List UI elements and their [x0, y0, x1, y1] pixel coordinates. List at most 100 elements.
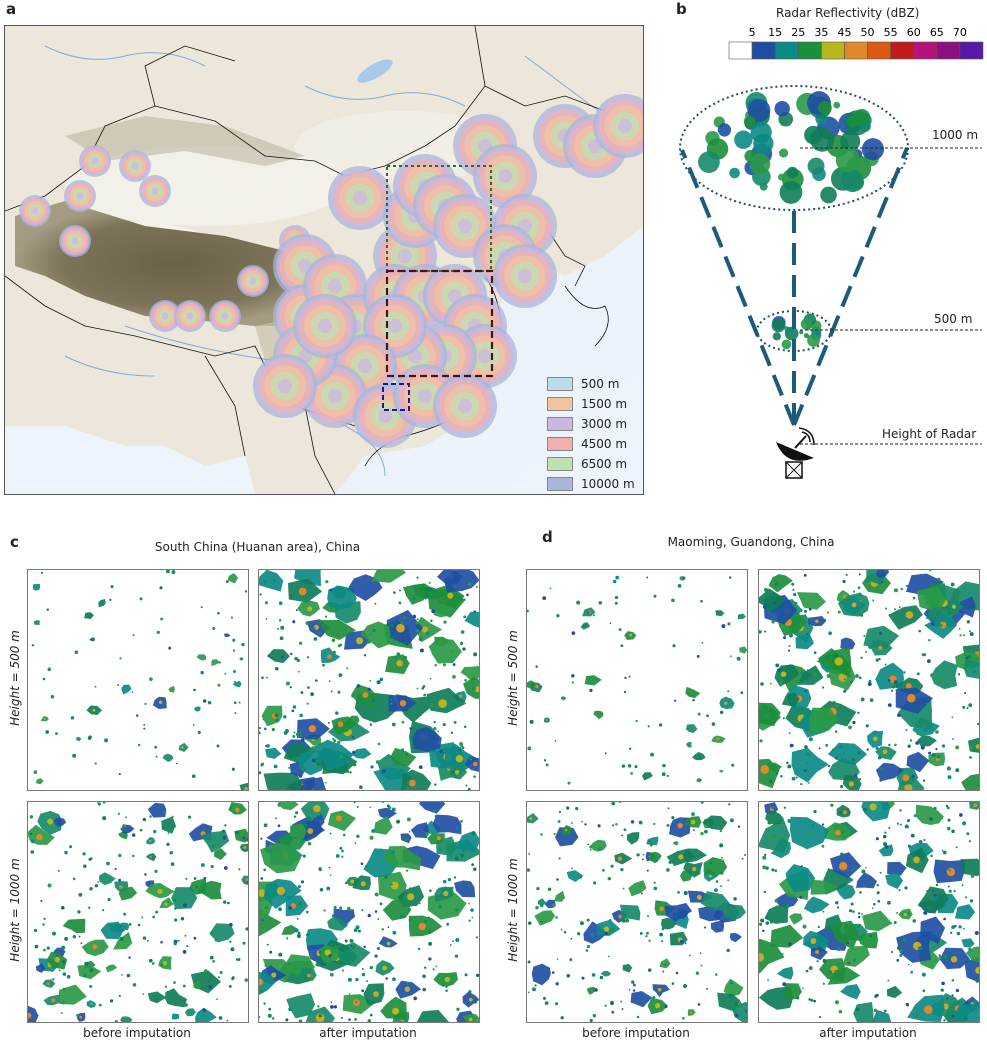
- echo-speck: [118, 773, 121, 776]
- echo-speck: [693, 829, 695, 832]
- echo-speck: [878, 657, 881, 661]
- echo-speck: [763, 890, 767, 894]
- echo-core: [162, 961, 167, 966]
- echo-speck: [328, 919, 333, 924]
- echo-speck: [839, 811, 842, 814]
- echo-speck: [451, 650, 454, 653]
- echo-speck: [286, 788, 289, 790]
- colorbar-tick: 5: [749, 26, 756, 39]
- echo-speck: [40, 899, 43, 902]
- echo-speck: [893, 920, 897, 925]
- echo-cell: [759, 182, 768, 191]
- echo-speck: [351, 945, 356, 950]
- echo-speck: [661, 772, 666, 777]
- echo-cell: [715, 610, 725, 617]
- echo-speck: [848, 909, 852, 913]
- legend-swatch: [547, 457, 573, 471]
- echo-speck: [869, 698, 874, 702]
- echo-speck: [921, 972, 926, 977]
- echo-speck: [301, 767, 305, 771]
- echo-speck: [829, 923, 834, 927]
- echo-speck: [274, 840, 279, 844]
- echo-core: [327, 654, 332, 659]
- echo-speck: [30, 850, 35, 854]
- echo-cell: [777, 966, 794, 980]
- echo-speck: [729, 655, 732, 657]
- echo-speck: [302, 854, 306, 858]
- echo-speck: [767, 979, 769, 981]
- echo-speck: [586, 611, 590, 615]
- echo-speck: [734, 1013, 739, 1018]
- echo-speck: [442, 723, 446, 727]
- echo-cell: [382, 900, 412, 921]
- echo-speck: [454, 954, 459, 958]
- echo-speck: [200, 670, 204, 675]
- echo-core: [564, 828, 568, 832]
- echo-field: [31, 570, 248, 790]
- echo-speck: [923, 910, 928, 915]
- echo-speck: [661, 1004, 664, 1007]
- echo-speck: [958, 925, 962, 929]
- echo-speck: [312, 627, 316, 630]
- echo-speck: [620, 1000, 623, 1003]
- echo-speck: [560, 928, 563, 931]
- echo-speck: [923, 727, 928, 732]
- echo-speck: [177, 939, 180, 942]
- echo-speck: [167, 832, 170, 834]
- echo-cell: [214, 848, 227, 860]
- echo-speck: [553, 832, 556, 836]
- echo-cell: [432, 601, 449, 618]
- echo-cell: [840, 131, 861, 152]
- echo-speck: [437, 730, 440, 733]
- echo-speck: [419, 713, 422, 717]
- echo-speck: [422, 974, 426, 979]
- echo-cell: [32, 583, 41, 591]
- reflectivity-colorbar: 5 15 25 35 45 50 55 60 65 70: [728, 26, 984, 60]
- echo-speck: [759, 630, 762, 634]
- echo-speck: [769, 682, 772, 685]
- echo-cell: [959, 596, 976, 618]
- echo-speck: [834, 730, 838, 733]
- echo-speck: [813, 999, 816, 1003]
- echo-speck: [64, 850, 68, 855]
- echo-speck: [414, 854, 417, 857]
- echo-speck: [118, 878, 121, 882]
- echo-speck: [964, 1016, 968, 1021]
- echo-speck: [305, 910, 309, 914]
- echo-speck: [591, 973, 596, 977]
- echo-speck: [679, 939, 684, 944]
- echo-core: [418, 922, 426, 931]
- echo-cell: [99, 872, 116, 886]
- echo-speck: [460, 630, 465, 634]
- echo-speck: [415, 628, 420, 633]
- echo-speck: [955, 988, 960, 993]
- echo-cell: [723, 978, 744, 997]
- echo-core: [810, 937, 817, 944]
- echo-speck: [852, 590, 856, 593]
- echo-speck: [803, 768, 808, 773]
- echo-speck: [611, 1010, 615, 1014]
- echo-speck: [556, 958, 559, 960]
- echo-speck: [540, 903, 544, 908]
- echo-speck: [975, 980, 979, 983]
- echo-speck: [832, 700, 836, 704]
- echo-speck: [774, 835, 777, 838]
- echo-speck: [614, 601, 618, 605]
- echo-speck: [47, 883, 52, 888]
- echo-speck: [470, 908, 474, 912]
- echo-cell: [371, 570, 406, 583]
- echo-core: [759, 952, 765, 962]
- echo-speck: [721, 624, 726, 629]
- echo-field: [527, 802, 747, 1022]
- echo-cell: [791, 747, 829, 783]
- echo-speck: [906, 584, 909, 588]
- echo-speck: [369, 806, 372, 809]
- echo-speck: [555, 1002, 559, 1006]
- echo-speck: [873, 1008, 878, 1013]
- echo-speck: [641, 858, 644, 861]
- echo-speck: [409, 887, 412, 890]
- echo-speck: [838, 1009, 843, 1014]
- echo-speck: [433, 783, 437, 786]
- echo-speck: [791, 582, 795, 586]
- echo-speck: [468, 757, 473, 761]
